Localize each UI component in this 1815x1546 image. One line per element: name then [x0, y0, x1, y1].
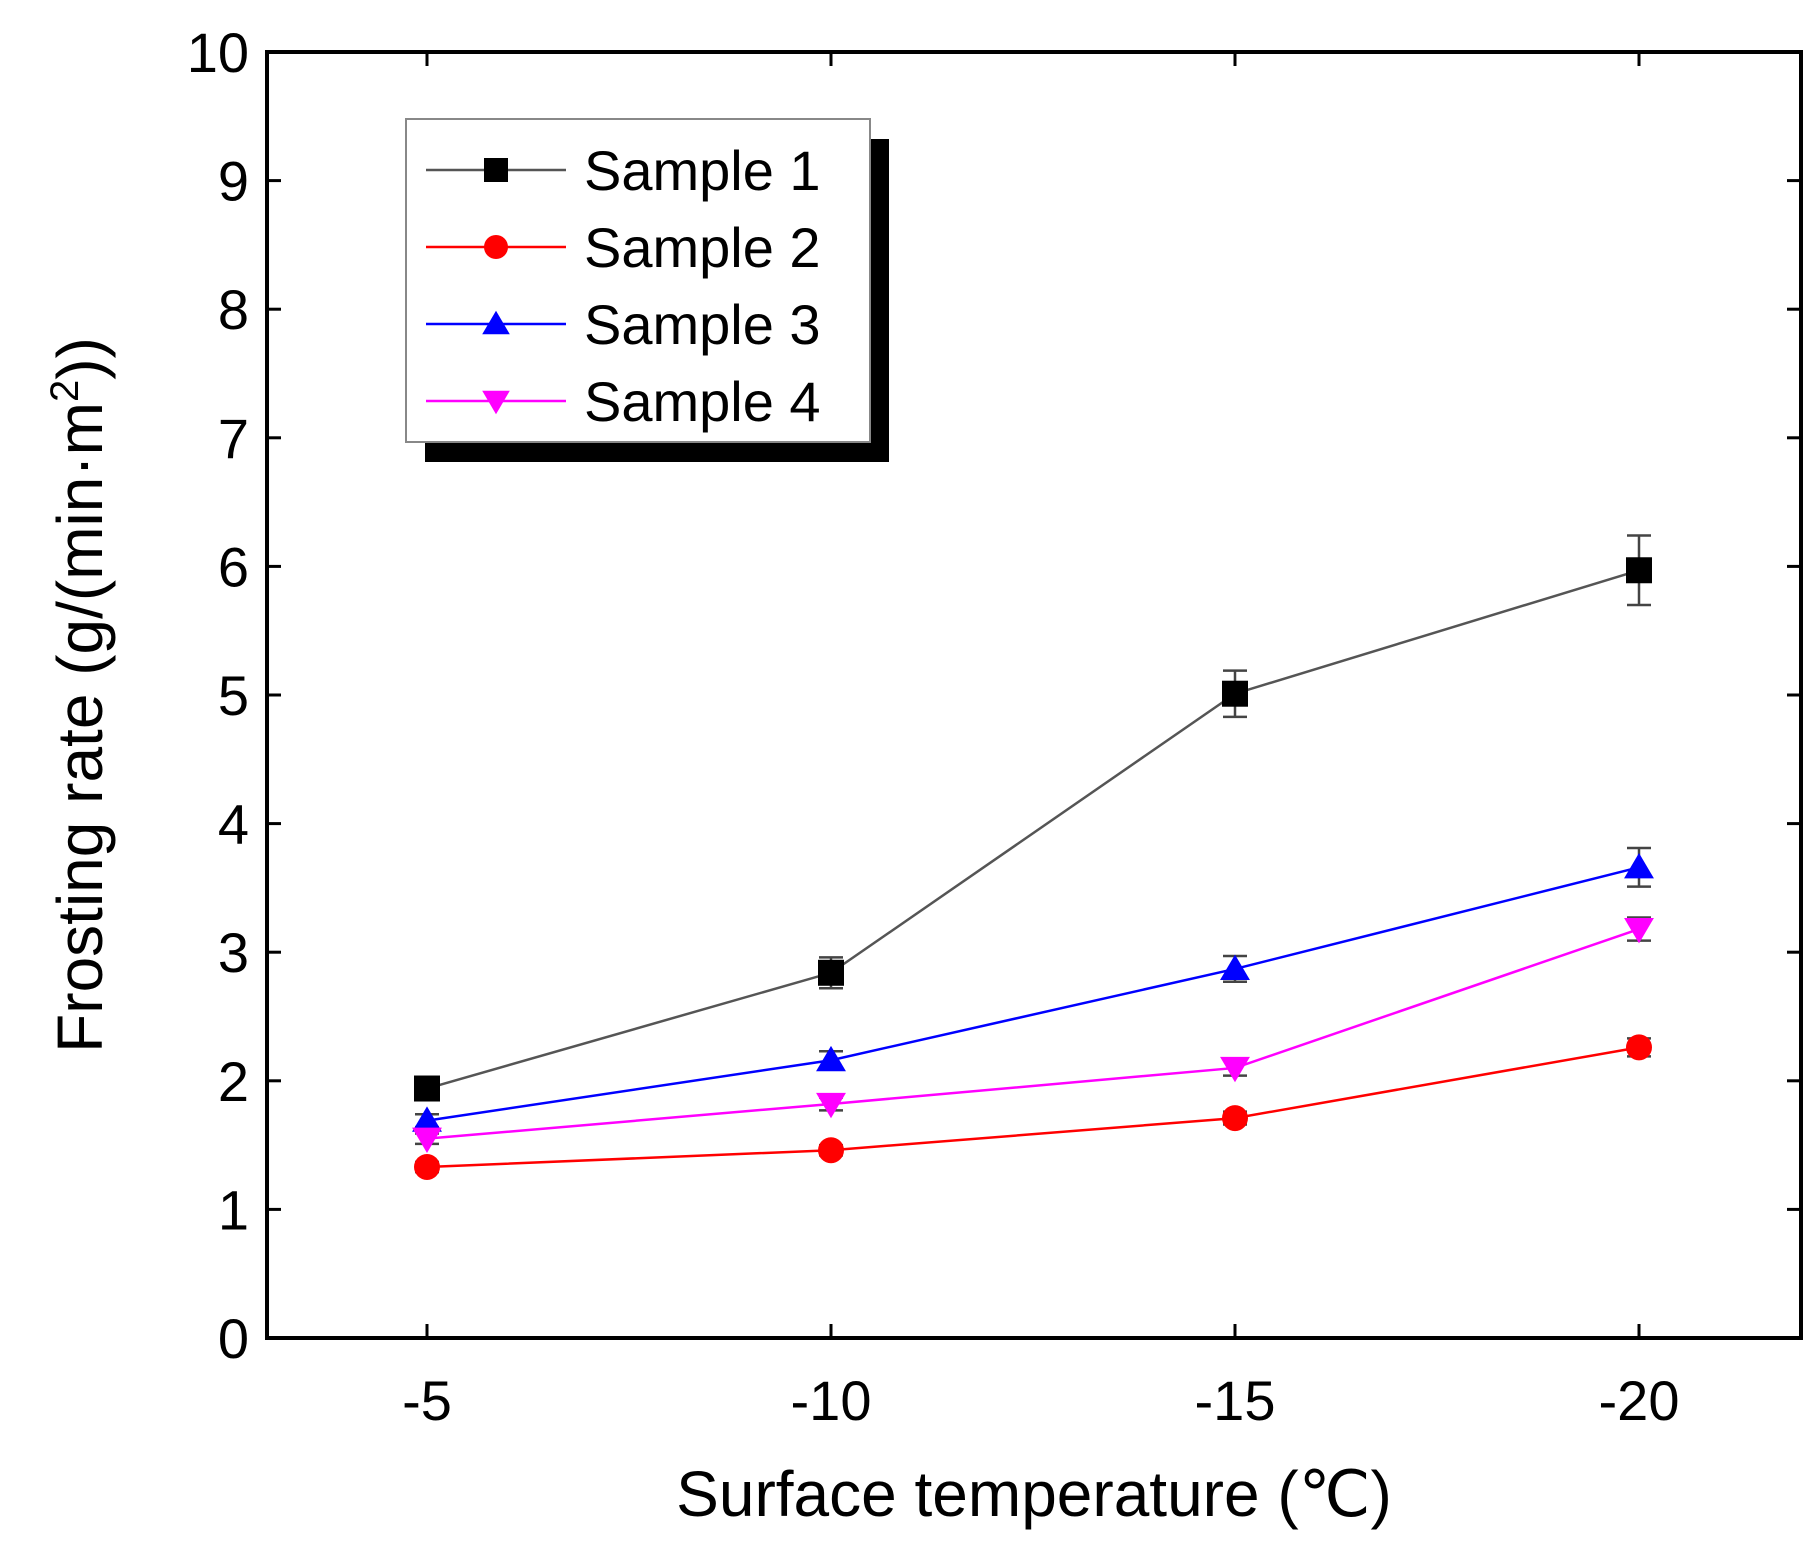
legend-marker: [482, 310, 510, 335]
x-tick-label: -5: [402, 1369, 452, 1432]
data-point: [1222, 1105, 1248, 1132]
data-point: [414, 1153, 440, 1180]
series-line: [426, 927, 1640, 1140]
y-tick-label: 10: [187, 21, 249, 84]
data-point: [1222, 680, 1248, 707]
x-axis-ticks: -5 -10 -15 -20: [402, 52, 1679, 1432]
legend-item-4: Sample 4: [426, 370, 821, 433]
y-tick-label: 3: [218, 921, 249, 984]
y-axis-ticks: 0 1 2 3 4 5 6 7 8 9 10: [187, 21, 1801, 1370]
y-axis-title-tail: )): [44, 337, 116, 380]
data-point: [816, 1045, 846, 1072]
legend-marker: [482, 390, 510, 415]
x-axis-title: Surface temperature (℃): [676, 1458, 1392, 1530]
y-tick-label: 8: [218, 278, 249, 341]
data-point: [1220, 954, 1250, 980]
legend-label: Sample 2: [584, 216, 821, 279]
series-3: [412, 846, 1654, 1132]
legend-item-1: Sample 1: [426, 139, 821, 202]
y-axis-title-main: Frosting rate (g/(min·m: [44, 402, 116, 1053]
data-point: [1624, 918, 1654, 944]
data-point: [414, 1075, 440, 1102]
y-tick-label: 6: [218, 535, 249, 598]
y-tick-label: 2: [218, 1050, 249, 1113]
data-point: [412, 1106, 442, 1132]
legend-label: Sample 4: [584, 370, 821, 433]
legend-box: [405, 118, 871, 443]
y-tick-label: 7: [218, 407, 249, 470]
x-tick-label: -10: [791, 1369, 872, 1432]
data-point: [818, 1137, 844, 1164]
y-axis-title: Frosting rate (g/(min·m2)): [43, 337, 116, 1053]
y-tick-label: 9: [218, 150, 249, 213]
data-point: [1626, 557, 1652, 584]
legend: Sample 1 Sample 2 Sample 3 Sample 4: [405, 118, 889, 462]
series-1: [414, 534, 1652, 1102]
series-layer: [412, 534, 1654, 1180]
y-tick-label: 5: [218, 664, 249, 727]
y-axis-title-superscript: 2: [43, 380, 87, 402]
data-point: [1220, 1056, 1250, 1083]
y-tick-label: 4: [218, 793, 249, 856]
data-point: [818, 959, 844, 986]
y-tick-label: 0: [218, 1307, 249, 1370]
legend-item-3: Sample 3: [426, 293, 821, 356]
series-line: [426, 866, 1640, 1122]
data-point: [1626, 1034, 1652, 1061]
series-line: [426, 569, 1640, 1090]
series-4: [412, 916, 1654, 1153]
legend-marker: [484, 235, 508, 259]
legend-label: Sample 1: [584, 139, 821, 202]
legend-marker: [484, 158, 508, 182]
legend-label: Sample 3: [584, 293, 821, 356]
data-point: [412, 1127, 442, 1153]
legend-item-2: Sample 2: [426, 216, 821, 279]
x-tick-label: -20: [1599, 1369, 1680, 1432]
x-tick-label: -15: [1195, 1369, 1276, 1432]
series-line: [426, 1046, 1640, 1169]
y-tick-label: 1: [218, 1178, 249, 1241]
data-point: [1624, 853, 1654, 879]
series-2: [414, 1034, 1652, 1180]
data-point: [816, 1092, 846, 1119]
